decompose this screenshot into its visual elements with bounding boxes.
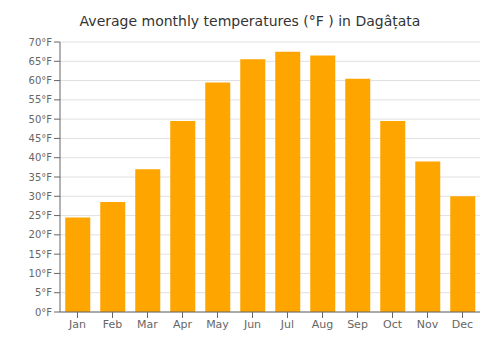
svg-text:Jul: Jul <box>280 318 294 331</box>
svg-text:Aug: Aug <box>312 318 333 331</box>
svg-text:15°F: 15°F <box>29 249 53 260</box>
svg-text:60°F: 60°F <box>29 75 53 86</box>
svg-text:30°F: 30°F <box>29 191 53 202</box>
svg-text:35°F: 35°F <box>29 172 53 183</box>
svg-text:Nov: Nov <box>417 318 439 331</box>
svg-text:50°F: 50°F <box>29 114 53 125</box>
html-text:Average monthly temperatures (: Average monthly temperatures (°F ) in Da… <box>79 13 421 29</box>
svg-text:Oct: Oct <box>383 318 403 331</box>
svg-text:20°F: 20°F <box>29 229 53 240</box>
svg-text:Mar: Mar <box>137 318 158 331</box>
svg-text:Jan: Jan <box>68 318 86 331</box>
svg-text:40°F: 40°F <box>29 152 53 163</box>
svg-text:10°F: 10°F <box>29 268 53 279</box>
svg-text:Sep: Sep <box>347 318 368 331</box>
svg-text:5°F: 5°F <box>35 287 52 298</box>
svg-text:45°F: 45°F <box>29 133 53 144</box>
svg-text:65°F: 65°F <box>29 56 53 67</box>
svg-text:0°F: 0°F <box>35 307 52 318</box>
svg-text:Feb: Feb <box>103 318 122 331</box>
svg-text:Dec: Dec <box>452 318 473 331</box>
svg-text:Jun: Jun <box>243 318 261 331</box>
svg-text:25°F: 25°F <box>29 210 53 221</box>
svg-text:May: May <box>206 318 229 331</box>
svg-text:Apr: Apr <box>173 318 193 331</box>
svg-text:70°F: 70°F <box>29 37 53 48</box>
svg-text:55°F: 55°F <box>29 94 53 105</box>
